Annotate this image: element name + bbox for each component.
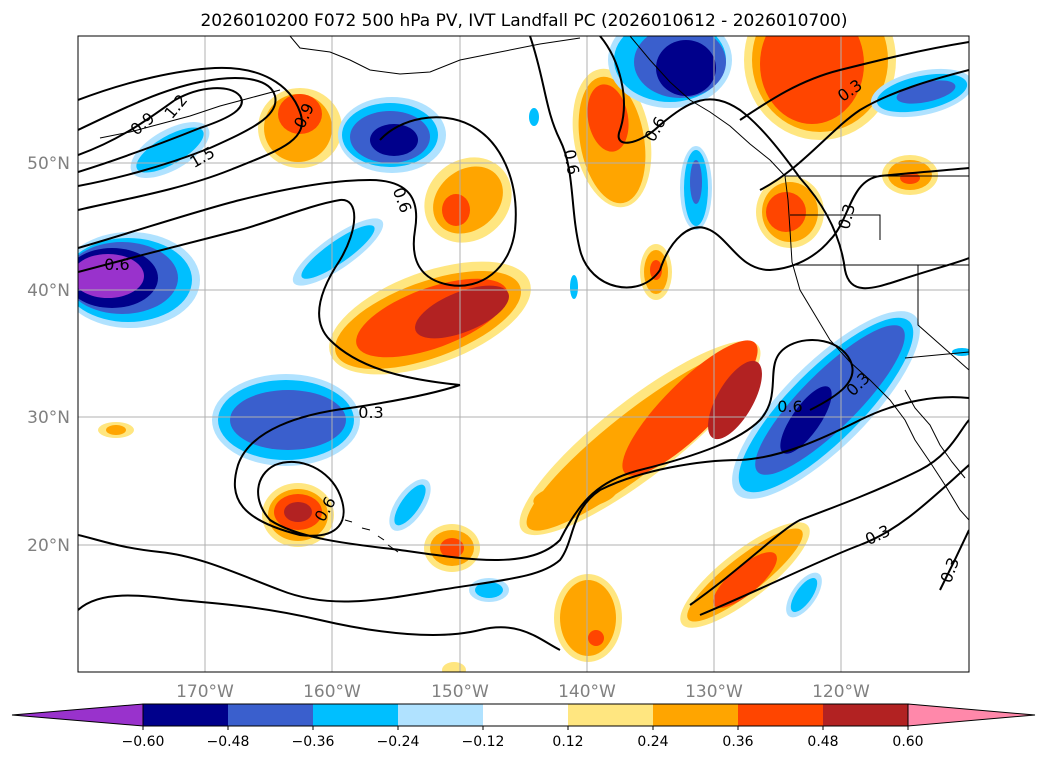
contour-line bbox=[78, 594, 561, 651]
state-border-or-wa bbox=[790, 214, 881, 240]
shade-band-ar-27n bbox=[519, 340, 762, 536]
map-frame bbox=[77, 35, 970, 673]
coast-baja bbox=[904, 389, 966, 479]
colorbar-tick-label: −0.60 bbox=[122, 734, 165, 750]
contour-line bbox=[233, 339, 854, 561]
map-content: 0.9 1.2 1.5 0.9 0.6 0.6 0.6 0.6 0.3 0.3 … bbox=[78, 36, 969, 672]
contour-line bbox=[739, 41, 969, 121]
contour-label: 0.6 bbox=[560, 148, 583, 176]
shade-blob-red-ne-55n bbox=[744, 36, 896, 140]
shade-blob-red-23n bbox=[262, 483, 334, 547]
shade-blob-orange-20n bbox=[424, 524, 480, 572]
colorbar-tick-label: 0.48 bbox=[807, 734, 838, 750]
colorbar-tick-label: −0.24 bbox=[377, 734, 420, 750]
lat-label: 30°N bbox=[27, 408, 70, 428]
longitude-labels: 170°W 160°W 150°W 140°W 130°W 120°W bbox=[176, 682, 870, 702]
contour-line bbox=[78, 396, 969, 603]
contour-line bbox=[759, 69, 969, 191]
contour-label: 0.6 bbox=[104, 255, 129, 274]
shade-blob-blue-48n bbox=[680, 146, 712, 230]
contour-line bbox=[78, 66, 303, 211]
lon-label: 140°W bbox=[558, 682, 616, 702]
colorbar-extend-low bbox=[11, 703, 144, 727]
contour-line bbox=[78, 77, 277, 187]
map-gridlines bbox=[78, 36, 969, 672]
colorbar-segment bbox=[823, 704, 908, 726]
colorbar-segment bbox=[313, 704, 398, 726]
colorbar-tick-label: −0.36 bbox=[292, 734, 335, 750]
colorbar-segment bbox=[568, 704, 653, 726]
coastlines bbox=[99, 36, 969, 553]
lon-label: 170°W bbox=[176, 682, 234, 702]
contour-line bbox=[599, 36, 969, 290]
contour-label: 0.6 bbox=[777, 397, 802, 416]
contour-line bbox=[78, 198, 461, 386]
contour-line bbox=[78, 116, 517, 287]
colorbar: −0.60 −0.48 −0.36 −0.24 −0.12 0.12 0.24 0.36 0.4… bbox=[11, 703, 1036, 750]
shade-blob-blue-ne-55n bbox=[870, 68, 969, 118]
coast-aleutians bbox=[99, 89, 281, 139]
colorbar-tick-label: 0.12 bbox=[552, 734, 583, 750]
colorbar-tick-label: 0.60 bbox=[892, 734, 923, 750]
shaded-field bbox=[78, 36, 969, 672]
colorbar-tick-label: 0.24 bbox=[637, 734, 668, 750]
contour-line bbox=[529, 36, 969, 289]
shade-blob-blue-small-54n bbox=[529, 108, 539, 126]
shade-blob-blue-edge-36n bbox=[952, 348, 969, 356]
shade-blob-orange-bottom bbox=[442, 662, 466, 672]
state-border-ca-nv bbox=[917, 265, 969, 371]
hawaii-islands bbox=[344, 519, 399, 553]
shade-band-ar-18n bbox=[680, 522, 810, 628]
pv-contours bbox=[78, 36, 969, 651]
lat-label: 40°N bbox=[27, 281, 70, 301]
shade-blob-blue-small-40n bbox=[570, 275, 578, 299]
colorbar-tick-label: −0.48 bbox=[207, 734, 250, 750]
colorbar-tick-label: 0.36 bbox=[722, 734, 753, 750]
border-us-mexico bbox=[904, 351, 969, 359]
shade-blob-blue-51n bbox=[338, 97, 446, 173]
shade-blob-blue-24n bbox=[389, 479, 431, 531]
shade-blob-orange-46n bbox=[424, 157, 512, 243]
shade-blob-blue-15n bbox=[786, 572, 822, 618]
shade-blob-orange-mt-49n bbox=[882, 155, 938, 195]
lon-label: 160°W bbox=[303, 682, 361, 702]
lon-label: 120°W bbox=[812, 682, 870, 702]
shade-blob-orange-14n bbox=[554, 574, 622, 662]
shade-blob-blue-42n bbox=[292, 218, 384, 286]
shade-blob-blue-57n bbox=[608, 36, 732, 108]
contour-line bbox=[78, 87, 243, 173]
shade-blob-nw-52n bbox=[130, 122, 210, 178]
colorbar-segment bbox=[483, 704, 568, 726]
lon-label: 130°W bbox=[685, 682, 743, 702]
coast-bc bbox=[629, 36, 786, 177]
coast-alaska bbox=[289, 36, 581, 75]
lat-label: 20°N bbox=[27, 536, 70, 556]
contour-line bbox=[699, 464, 969, 616]
colorbar-segment bbox=[738, 704, 823, 726]
colorbar-extend-high bbox=[907, 703, 1036, 727]
colorbar-segment bbox=[398, 704, 483, 726]
colorbar-segment bbox=[228, 704, 313, 726]
shade-blob-orange-29n bbox=[106, 425, 126, 435]
shade-blob-blue-30n bbox=[212, 374, 360, 466]
colorbar-tick-label: −0.12 bbox=[462, 734, 505, 750]
colorbar-segment bbox=[143, 704, 228, 726]
contour-line bbox=[689, 419, 969, 606]
colorbar-segment bbox=[653, 704, 738, 726]
lat-label: 50°N bbox=[27, 154, 70, 174]
shade-blob-orange-50n bbox=[572, 68, 652, 208]
shade-blob-west-40n bbox=[78, 232, 200, 328]
shade-blob-orange-45n bbox=[756, 176, 824, 248]
contour-line bbox=[939, 529, 969, 591]
latitude-labels: 50°N 40°N 30°N 20°N bbox=[27, 154, 70, 556]
contour-label: 0.3 bbox=[358, 403, 383, 422]
coast-us-west bbox=[784, 175, 969, 521]
lon-label: 150°W bbox=[431, 682, 489, 702]
shade-band-blue-31n bbox=[732, 311, 920, 499]
figure-title: 2026010200 F072 500 hPa PV, IVT Landfall… bbox=[200, 11, 847, 31]
colorbar-border bbox=[142, 703, 909, 727]
